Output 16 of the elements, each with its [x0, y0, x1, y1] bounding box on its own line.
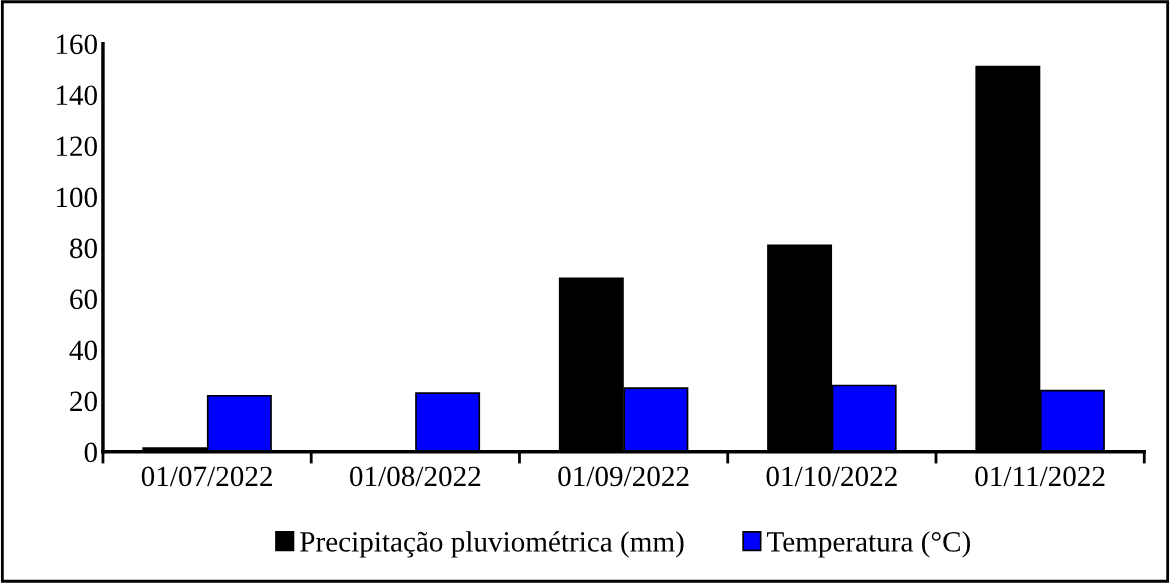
y-tick-label: 20 — [70, 391, 97, 412]
x-tick-label: 01/07/2022 — [141, 466, 272, 487]
x-tick-label: 01/10/2022 — [766, 466, 897, 487]
y-tick-label: 140 — [56, 85, 97, 106]
legend-label: Temperatura (°C) — [767, 531, 970, 558]
y-tick-label: 40 — [69, 340, 97, 361]
legend-label: Precipitação pluviométrica (mm) — [300, 531, 684, 558]
y-tick-label: 60 — [70, 289, 97, 310]
y-tick-label: 100 — [56, 187, 97, 208]
y-tick-label: 160 — [56, 34, 97, 55]
x-tick-label: 01/09/2022 — [558, 466, 689, 487]
y-tick-label: 120 — [56, 136, 97, 157]
x-tick-label: 01/08/2022 — [350, 466, 481, 487]
x-tick-label: 01/11/2022 — [975, 466, 1105, 487]
y-tick-label: 80 — [70, 238, 97, 259]
y-tick-label: 0 — [84, 442, 97, 463]
